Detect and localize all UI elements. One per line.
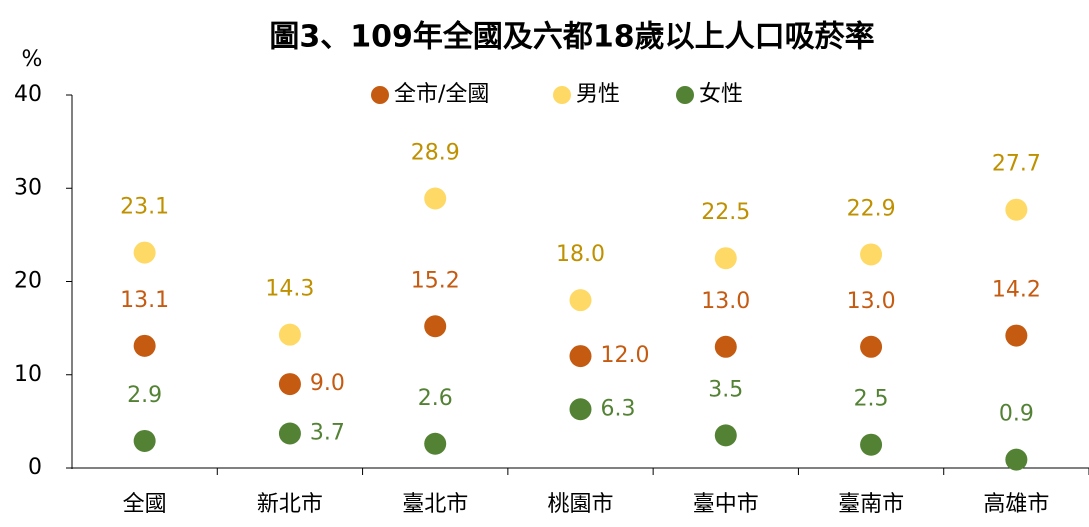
dot (860, 433, 883, 456)
dot (714, 335, 737, 358)
data-label: 6.3 (601, 396, 636, 421)
dot (569, 398, 592, 421)
legend-marker (676, 86, 694, 104)
legend-marker (553, 86, 571, 104)
x-tick-label: 臺中市 (693, 492, 759, 517)
y-axis-label: % (22, 47, 43, 72)
data-label: 15.2 (411, 268, 460, 293)
data-label: 3.5 (708, 377, 743, 402)
dot (714, 247, 737, 270)
data-label: 2.6 (418, 386, 453, 411)
dot (1005, 448, 1028, 471)
data-label: 13.0 (847, 289, 896, 314)
x-tick-label: 新北市 (257, 492, 323, 517)
dot (278, 323, 301, 346)
dot (569, 289, 592, 312)
data-label: 18.0 (556, 242, 605, 267)
legend-label: 男性 (576, 82, 620, 107)
dot (569, 345, 592, 368)
data-label: 13.1 (120, 288, 169, 313)
data-label: 14.3 (265, 277, 314, 302)
data-label: 27.7 (992, 152, 1041, 177)
dot (424, 432, 447, 455)
data-label: 13.0 (701, 289, 750, 314)
data-label: 23.1 (120, 195, 169, 220)
x-tick-label: 臺南市 (838, 492, 904, 517)
data-label: 22.9 (847, 196, 896, 221)
y-tick-label: 30 (14, 175, 42, 200)
y-tick-label: 40 (14, 82, 42, 107)
data-label: 28.9 (411, 141, 460, 166)
y-tick-label: 0 (28, 455, 42, 480)
chart-title: 圖3、109年全國及六都18歲以上人口吸菸率 (269, 20, 874, 55)
dot (1005, 198, 1028, 221)
data-label: 22.5 (701, 200, 750, 225)
legend-marker (371, 86, 389, 104)
dot (133, 334, 156, 357)
y-tick-label: 20 (14, 269, 42, 294)
legend-label: 女性 (699, 82, 743, 107)
data-label: 9.0 (310, 371, 345, 396)
dot (424, 187, 447, 210)
x-tick-label: 桃園市 (547, 492, 613, 517)
dot (1005, 324, 1028, 347)
data-label: 14.2 (992, 278, 1041, 303)
y-tick-label: 10 (14, 362, 42, 387)
dot (278, 373, 301, 396)
x-tick-label: 全國 (123, 492, 167, 517)
data-label: 0.9 (999, 402, 1034, 427)
x-tick-label: 高雄市 (983, 492, 1049, 517)
data-label: 3.7 (310, 420, 345, 445)
x-tick-label: 臺北市 (402, 492, 468, 517)
data-label: 12.0 (601, 343, 650, 368)
dot (714, 424, 737, 447)
data-label: 2.5 (854, 387, 889, 412)
legend-label: 全市/全國 (394, 82, 489, 107)
dot (860, 335, 883, 358)
dot (133, 429, 156, 452)
dot (424, 315, 447, 338)
data-label: 2.9 (127, 383, 162, 408)
dot (133, 241, 156, 264)
dot (860, 243, 883, 266)
dot (278, 422, 301, 445)
